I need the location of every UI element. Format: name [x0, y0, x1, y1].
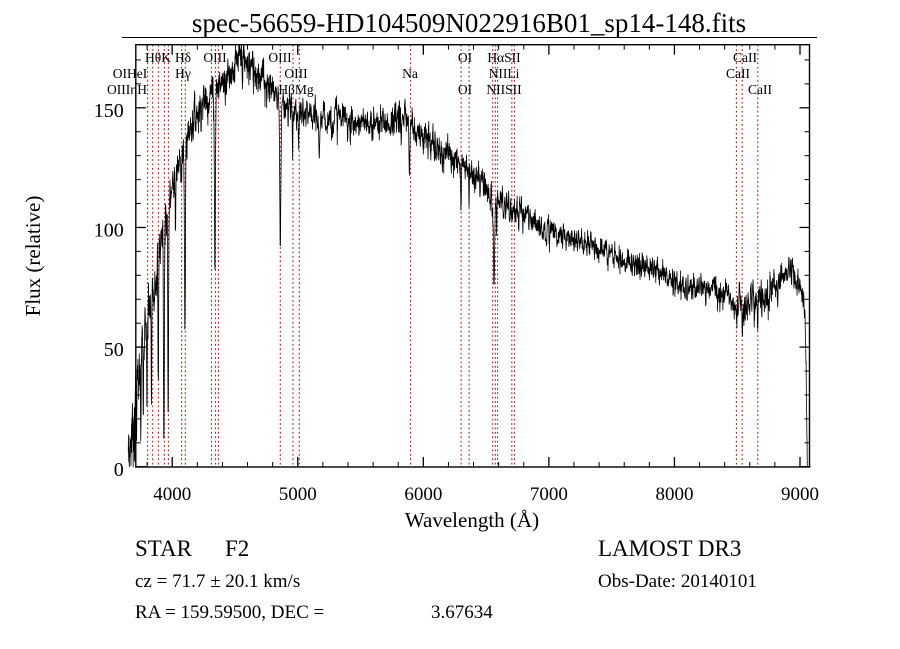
svg-text:OI: OI: [458, 82, 473, 97]
svg-text:CaII: CaII: [748, 82, 772, 97]
svg-text:NIISII: NIISII: [486, 82, 522, 97]
svg-text:RA = 159.59500, DEC =: RA = 159.59500, DEC =: [135, 602, 324, 623]
svg-text:Na: Na: [402, 66, 418, 81]
svg-text:LAMOST DR3: LAMOST DR3: [598, 536, 741, 561]
svg-text:HαSII: HαSII: [487, 50, 521, 65]
svg-text:OIII: OIII: [268, 50, 292, 65]
svg-text:CaII: CaII: [726, 66, 750, 81]
svg-text:OIII: OIII: [284, 66, 308, 81]
svg-text:OIHeI: OIHeI: [113, 66, 148, 81]
svg-text:150: 150: [94, 100, 124, 122]
svg-text:5000: 5000: [279, 484, 317, 505]
svg-text:HθK: HθK: [145, 50, 171, 65]
svg-text:CaII: CaII: [733, 50, 757, 65]
svg-text:spec-56659-HD104509N022916B01_: spec-56659-HD104509N022916B01_sp14-148.f…: [192, 8, 746, 38]
svg-text:Hδ: Hδ: [175, 50, 191, 65]
svg-text:cz = 71.7 ± 20.1 km/s: cz = 71.7 ± 20.1 km/s: [135, 571, 300, 592]
svg-text:NIILi: NIILi: [489, 66, 520, 81]
svg-text:4000: 4000: [153, 484, 191, 505]
svg-text:100: 100: [94, 219, 124, 241]
svg-text:OIII: OIII: [203, 50, 227, 65]
svg-text:7000: 7000: [530, 484, 568, 505]
svg-text:Flux (relative): Flux (relative): [21, 196, 45, 317]
svg-text:9000: 9000: [781, 484, 819, 505]
svg-text:6000: 6000: [404, 484, 442, 505]
svg-text:STAR: STAR: [135, 536, 193, 561]
svg-text:F2: F2: [225, 536, 249, 561]
svg-text:Wavelength (Å): Wavelength (Å): [405, 508, 539, 532]
svg-text:8000: 8000: [655, 484, 693, 505]
svg-text:OIIIηH: OIIIηH: [107, 82, 147, 97]
svg-text:0: 0: [114, 459, 124, 481]
svg-text:3.67634: 3.67634: [431, 602, 493, 623]
svg-text:Obs-Date: 20140101: Obs-Date: 20140101: [598, 571, 757, 592]
svg-text:50: 50: [104, 339, 124, 361]
svg-text:HβMg: HβMg: [278, 82, 314, 97]
svg-text:OI: OI: [458, 50, 473, 65]
svg-text:Hγ: Hγ: [175, 66, 191, 81]
